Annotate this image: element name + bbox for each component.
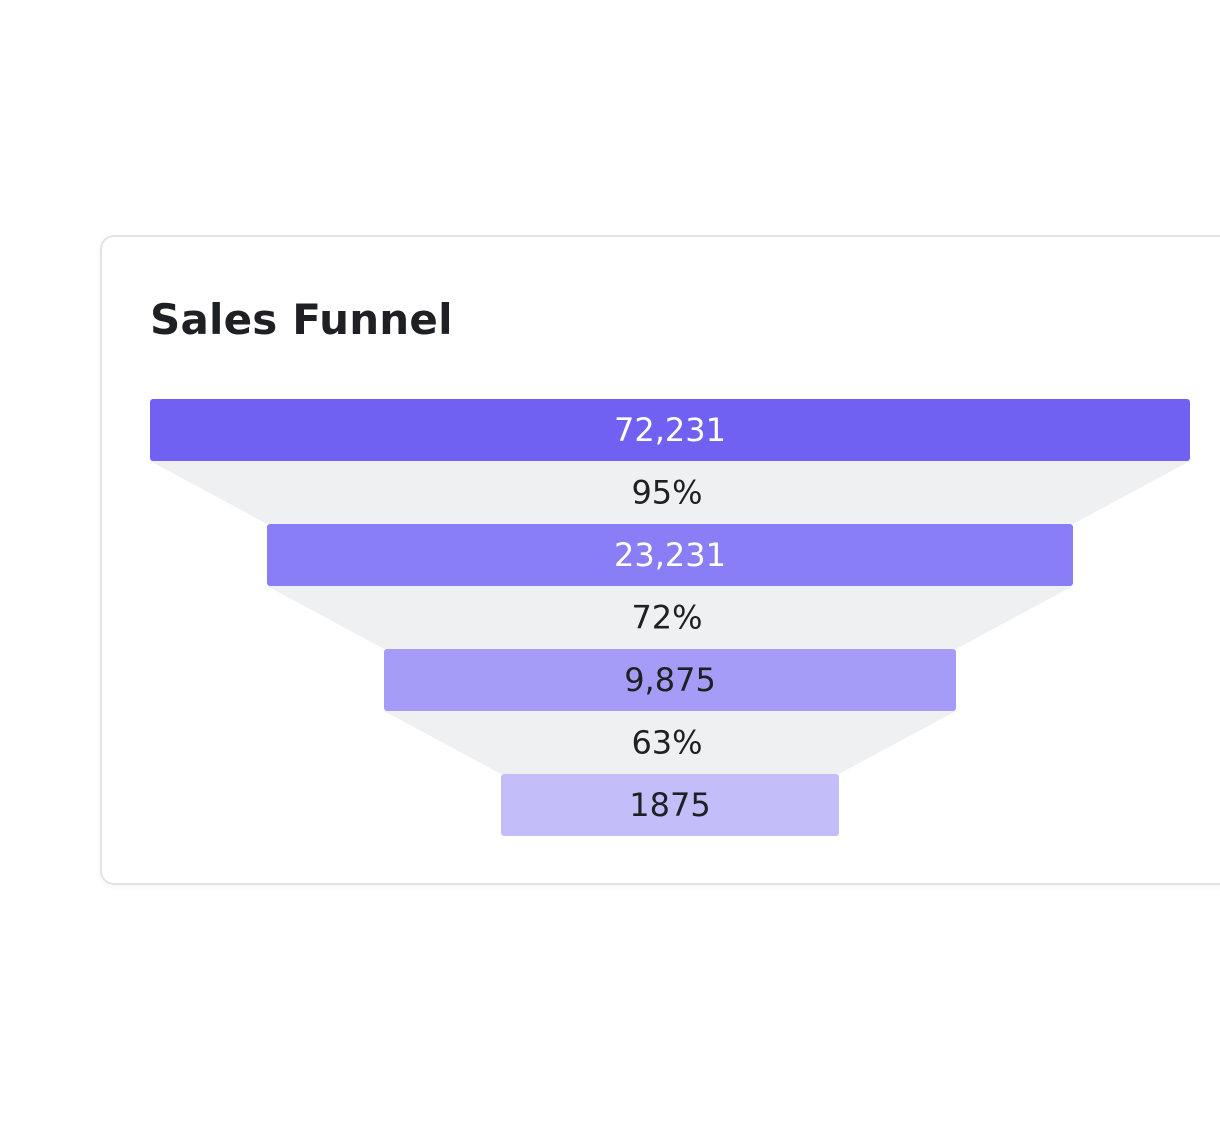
funnel-bar-label-3: 9,875 — [624, 661, 716, 699]
funnel-conversion-label-1: 95% — [631, 474, 702, 512]
funnel-bar-1 — [150, 399, 1190, 461]
funnel-bar-3 — [384, 649, 956, 711]
chart-title: Sales Funnel — [150, 295, 453, 344]
funnel-conversion-label-2: 72% — [631, 599, 702, 637]
funnel-connector-2 — [267, 586, 1073, 649]
funnel-conversion-label-3: 63% — [631, 724, 702, 762]
funnel-bar-2 — [267, 524, 1073, 586]
funnel-bar-label-2: 23,231 — [614, 536, 726, 574]
funnel-bar-4 — [501, 774, 839, 836]
funnel-connector-3 — [384, 711, 956, 774]
funnel-bar-label-1: 72,231 — [614, 411, 726, 449]
funnel-connector-1 — [150, 461, 1190, 524]
funnel-bar-label-4: 1875 — [629, 786, 710, 824]
